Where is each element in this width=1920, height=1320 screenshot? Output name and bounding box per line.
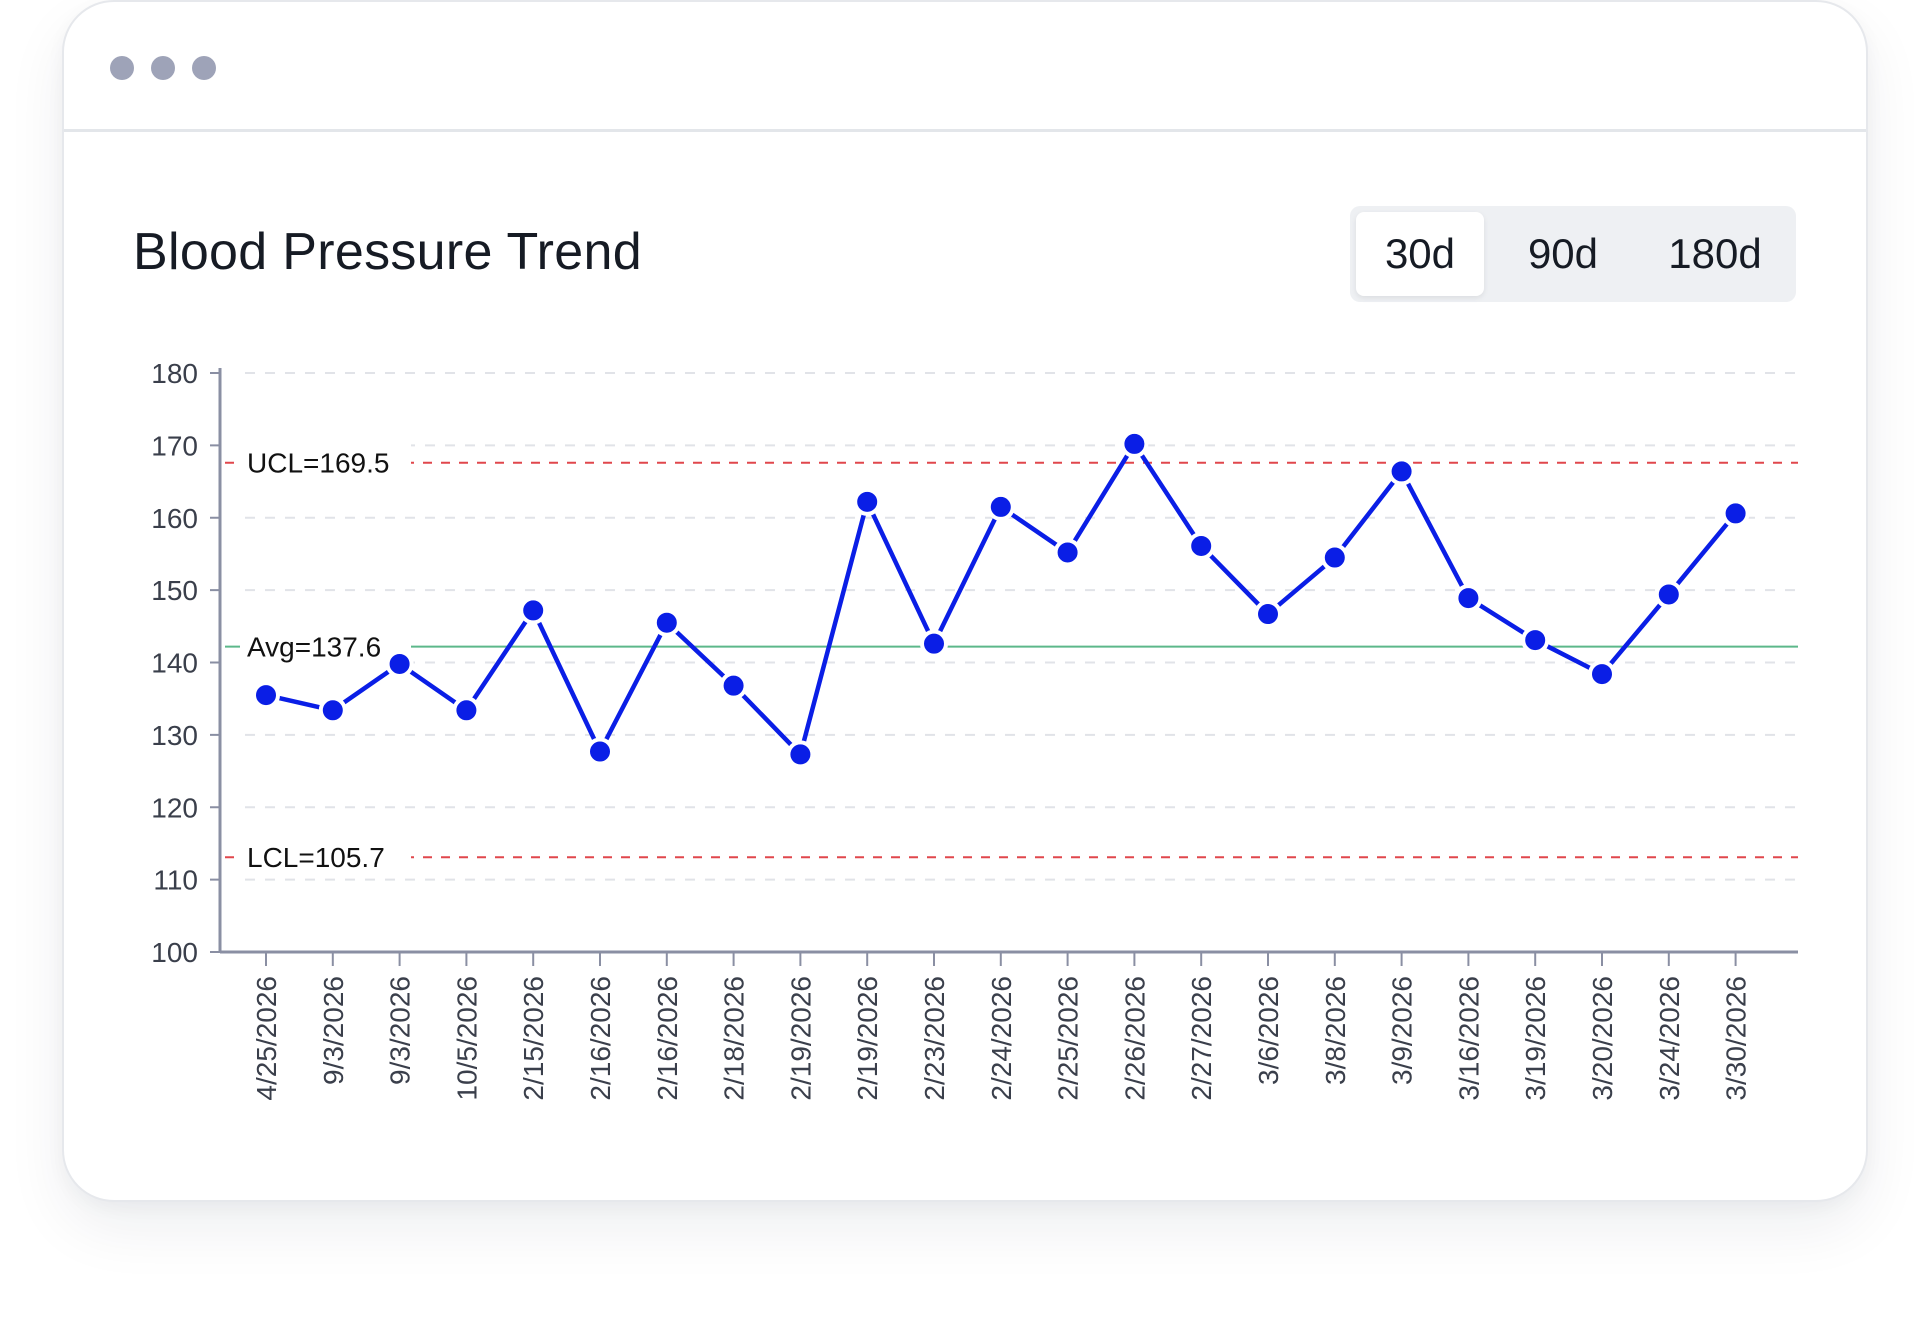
data-point — [1120, 429, 1149, 458]
x-tick-label: 2/24/2026 — [986, 976, 1017, 1101]
y-tick-label: 110 — [153, 865, 198, 896]
window-control-dot[interactable] — [110, 56, 134, 80]
series-line — [263, 441, 1738, 757]
data-point — [853, 487, 882, 516]
data-point — [252, 681, 280, 710]
x-tick-label: 9/3/2026 — [385, 976, 416, 1085]
app-window — [62, 0, 1868, 1202]
window-control-dot[interactable] — [151, 56, 175, 80]
x-tick-label: 2/15/2026 — [518, 976, 549, 1101]
x-tick-label: 3/24/2026 — [1654, 976, 1685, 1101]
reference-line-label: Avg=137.6 — [247, 632, 381, 663]
range-toggle: 30d 90d 180d — [1350, 206, 1796, 302]
data-point — [1387, 457, 1416, 486]
data-point — [986, 492, 1015, 521]
x-tick-label: 2/25/2026 — [1053, 976, 1084, 1101]
data-point — [385, 649, 414, 678]
x-tick-label: 4/25/2026 — [251, 976, 282, 1101]
data-point — [1588, 660, 1616, 689]
x-tick-label: 3/8/2026 — [1320, 976, 1351, 1085]
data-point — [318, 696, 347, 725]
y-tick-label: 140 — [151, 648, 198, 679]
y-tick-label: 180 — [151, 358, 198, 389]
data-point — [786, 740, 815, 769]
x-tick-label: 2/19/2026 — [785, 976, 816, 1101]
reference-label-bg — [240, 442, 411, 483]
range-option-30d[interactable]: 30d — [1356, 212, 1484, 296]
reference-line-label: LCL=105.7 — [247, 842, 385, 873]
x-tick-label: 2/23/2026 — [919, 976, 950, 1101]
x-tick-label: 2/16/2026 — [585, 976, 616, 1101]
x-tick-label: 2/19/2026 — [852, 976, 883, 1101]
y-tick-label: 170 — [151, 430, 198, 461]
series-line-layer — [263, 441, 1738, 757]
reference-label-bg — [240, 626, 411, 667]
reference-label-bg — [240, 837, 411, 878]
data-point — [652, 608, 681, 637]
data-point — [1721, 499, 1750, 528]
x-tick-label: 3/16/2026 — [1453, 976, 1484, 1101]
x-tick-label: 3/30/2026 — [1721, 976, 1752, 1101]
x-tick-label: 3/20/2026 — [1587, 976, 1618, 1101]
x-tick-label: 10/5/2026 — [451, 976, 482, 1101]
x-tick-label: 2/27/2026 — [1186, 976, 1217, 1101]
x-tick-label: 9/3/2026 — [318, 976, 349, 1085]
reference-lines: UCL=169.5 Avg=137.6 LCL=105.7 — [225, 442, 1798, 878]
x-tick-label: 2/16/2026 — [652, 976, 683, 1101]
window-titlebar — [64, 2, 1866, 132]
y-tick-label: 100 — [151, 937, 198, 968]
range-option-90d[interactable]: 90d — [1527, 230, 1599, 277]
y-tick-label: 150 — [151, 575, 198, 606]
grid-layer — [245, 372, 1798, 881]
data-point — [1053, 538, 1082, 567]
y-tick-label: 130 — [151, 720, 198, 751]
axes: 100 110 120 130 140 150 160 170 180 4/25/2026 9/3/… — [151, 358, 1798, 1101]
data-point — [1654, 580, 1683, 609]
x-tick-label: 3/19/2026 — [1520, 976, 1551, 1101]
y-tick-label: 160 — [151, 503, 198, 534]
data-points — [252, 429, 1750, 769]
data-point — [1521, 626, 1550, 655]
reference-line-label: UCL=169.5 — [247, 448, 389, 479]
x-tick-label: 2/18/2026 — [719, 976, 750, 1101]
x-tick-label: 3/6/2026 — [1253, 976, 1284, 1085]
data-point — [1454, 584, 1483, 613]
data-point — [452, 696, 481, 725]
data-point — [1320, 543, 1349, 572]
window-control-dot[interactable] — [192, 56, 216, 80]
data-point — [920, 629, 948, 658]
data-point — [719, 671, 748, 700]
chart-title: Blood Pressure Trend — [133, 223, 642, 281]
x-tick-label: 3/9/2026 — [1387, 976, 1418, 1085]
data-point — [1187, 531, 1216, 560]
data-point — [1254, 600, 1282, 629]
data-point — [586, 737, 614, 766]
x-tick-label: 2/26/2026 — [1119, 976, 1150, 1101]
range-option-180d[interactable]: 180d — [1668, 230, 1762, 277]
data-point — [519, 596, 548, 625]
y-tick-label: 120 — [151, 792, 198, 823]
